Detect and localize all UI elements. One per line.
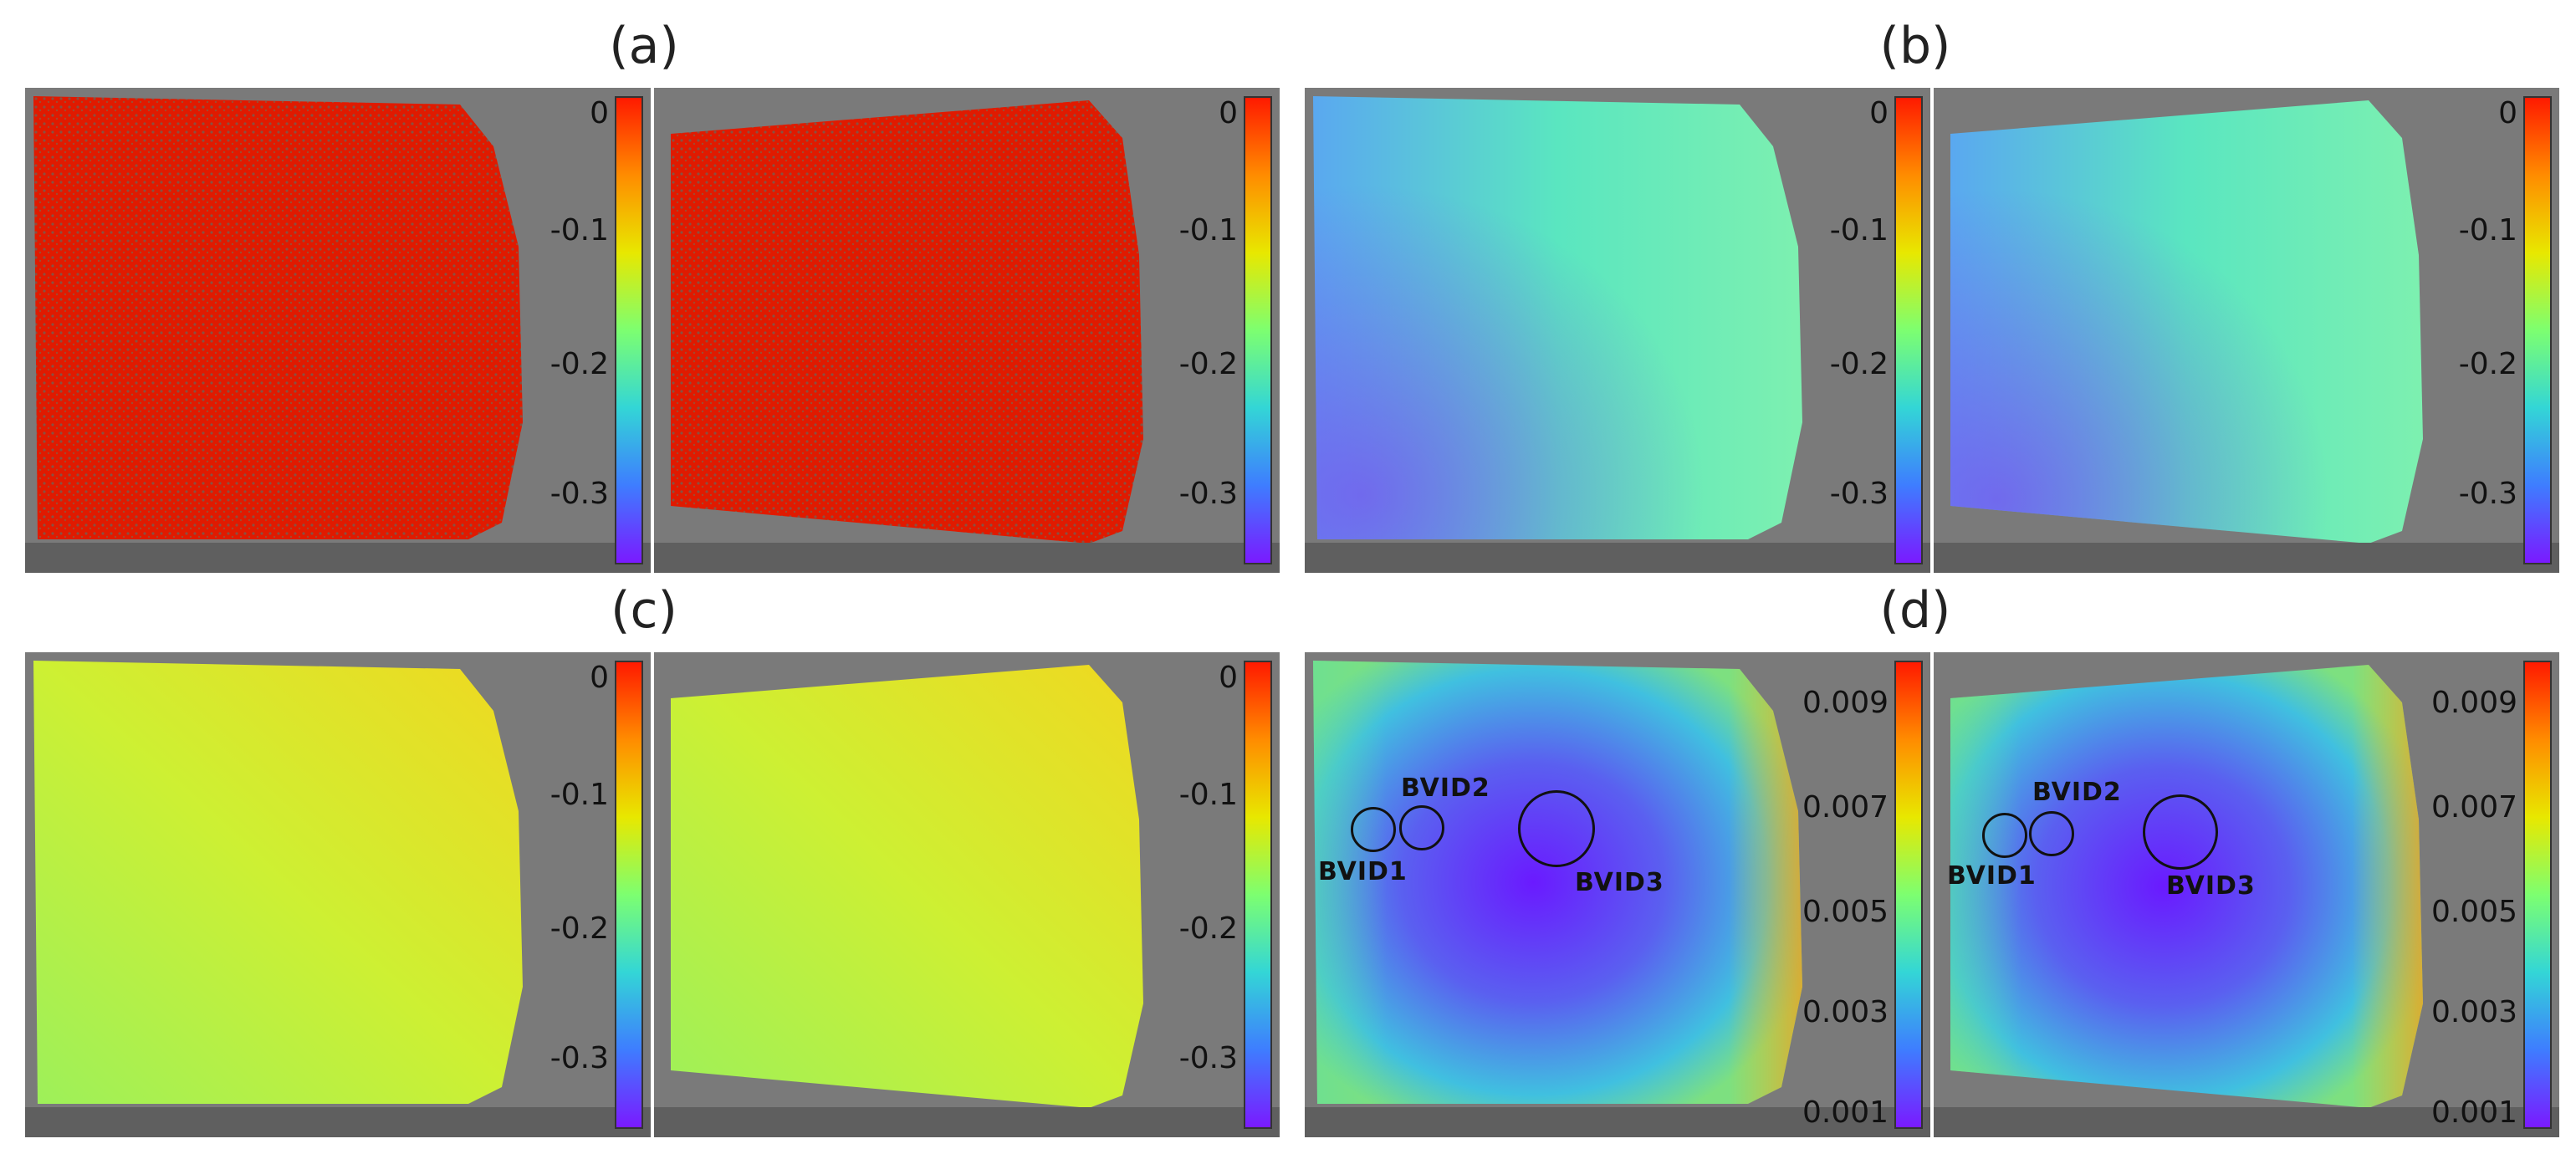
panel-c-right-tick-1: -0.1: [1178, 778, 1238, 812]
panel-c-right-colorbar: [1244, 661, 1272, 1129]
panel-b-left-floor: [1305, 543, 1930, 573]
bvid1-label: BVID1: [1947, 861, 2037, 891]
panel-a-left-tick-2: -0.2: [549, 347, 609, 381]
panel-b-right-tick-0: 0: [2498, 96, 2517, 130]
panel-label-c: (c): [611, 581, 677, 640]
panel-b-left-tick-1: -0.1: [1829, 213, 1889, 248]
bvid2-marker: [2029, 811, 2074, 856]
bvid1-label: BVID1: [1318, 857, 1408, 886]
panel-c-right-tick-0: 0: [1219, 661, 1238, 695]
panel-c-right-map: [671, 665, 1143, 1108]
bvid1-marker: [1351, 807, 1396, 852]
panel-d-right-tick-3: 0.003: [2430, 995, 2517, 1029]
panel-c-left-tick-2: -0.2: [549, 911, 609, 946]
panel-b-left-tick-3: -0.3: [1829, 477, 1889, 511]
panel-a-left-floor: [25, 543, 651, 573]
panel-b-left-view: 0 -0.1 -0.2 -0.3: [1305, 88, 1930, 573]
panel-c-left-map: [33, 661, 523, 1104]
panel-d-right-tick-4: 0.001: [2430, 1095, 2517, 1130]
panel-d-right-colorbar: [2523, 661, 2552, 1129]
panel-a-right-colorbar: [1244, 96, 1272, 564]
panel-d-left-map: [1313, 661, 1802, 1104]
panel-a-right-tick-0: 0: [1219, 96, 1238, 130]
panel-c-left-tick-3: -0.3: [549, 1041, 609, 1075]
panel-d-left-tick-4: 0.001: [1802, 1095, 1889, 1130]
panel-d-left-tick-1: 0.007: [1802, 790, 1889, 825]
bvid3-label: BVID3: [2166, 871, 2256, 901]
panel-b-right-view: 0 -0.1 -0.2 -0.3: [1934, 88, 2559, 573]
panel-c-right-tick-2: -0.2: [1178, 911, 1238, 946]
bvid2-label: BVID2: [2032, 778, 2122, 807]
panel-c-left-tick-0: 0: [590, 661, 609, 695]
panel-c-right-tick-3: -0.3: [1178, 1041, 1238, 1075]
panel-a-left-view: 0 -0.1 -0.2 -0.3: [25, 88, 651, 573]
panel-d-right-tick-0: 0.009: [2430, 686, 2517, 720]
panel-d-left-colorbar: [1894, 661, 1923, 1129]
panel-c-left-view: 0 -0.1 -0.2 -0.3: [25, 652, 651, 1137]
panel-c-left-floor: [25, 1107, 651, 1137]
bvid2-label: BVID2: [1401, 774, 1490, 803]
panel-b-left-tick-2: -0.2: [1829, 347, 1889, 381]
panel-d-right-map: [1950, 665, 2423, 1108]
panel-d-right-tick-2: 0.005: [2430, 895, 2517, 929]
panel-a-left-colorbar: [615, 96, 643, 564]
panel-a-left-tick-0: 0: [590, 96, 609, 130]
panel-b-left-map: [1313, 96, 1802, 539]
panel-c-right-floor: [654, 1107, 1280, 1137]
panel-b-right-tick-2: -0.2: [2458, 347, 2517, 381]
panel-a-right-tick-2: -0.2: [1178, 347, 1238, 381]
bvid1-marker: [1982, 813, 2027, 858]
panel-d-left-tick-2: 0.005: [1802, 895, 1889, 929]
panel-b-right-tick-3: -0.3: [2458, 477, 2517, 511]
panel-b-left-tick-0: 0: [1869, 96, 1889, 130]
panel-d-left-floor: [1305, 1107, 1930, 1137]
panel-a-left-tick-3: -0.3: [549, 477, 609, 511]
panel-a-right-view: 0 -0.1 -0.2 -0.3: [654, 88, 1280, 573]
bvid2-marker: [1399, 805, 1444, 850]
panel-b-right-tick-1: -0.1: [2458, 213, 2517, 248]
panel-d-right-tick-1: 0.007: [2430, 790, 2517, 825]
panel-d-left-view: 0.009 0.007 0.005 0.003 0.001 BVID1 BVID…: [1305, 652, 1930, 1137]
panel-d-left-tick-3: 0.003: [1802, 995, 1889, 1029]
bvid3-marker: [2143, 794, 2218, 870]
panel-b-right-floor: [1934, 543, 2559, 573]
panel-b-right-colorbar: [2523, 96, 2552, 564]
panel-b-right-map: [1950, 100, 2423, 544]
panel-a-right-map: [671, 100, 1143, 544]
panel-b-left-colorbar: [1894, 96, 1923, 564]
panel-c-left-tick-1: -0.1: [549, 778, 609, 812]
panel-c-right-view: 0 -0.1 -0.2 -0.3: [654, 652, 1280, 1137]
panel-a-right-tick-3: -0.3: [1178, 477, 1238, 511]
panel-a-left-tick-1: -0.1: [549, 213, 609, 248]
bvid3-marker: [1518, 790, 1595, 867]
panel-a-left-map: [33, 96, 523, 539]
panel-d-right-view: 0.009 0.007 0.005 0.003 0.001 BVID1 BVID…: [1934, 652, 2559, 1137]
panel-d-right-floor: [1934, 1107, 2559, 1137]
panel-label-b: (b): [1879, 17, 1951, 75]
panel-c-left-colorbar: [615, 661, 643, 1129]
bvid3-label: BVID3: [1575, 868, 1664, 897]
panel-d-left-tick-0: 0.009: [1802, 686, 1889, 720]
panel-a-right-tick-1: -0.1: [1178, 213, 1238, 248]
panel-label-a: (a): [609, 17, 679, 75]
panel-a-right-floor: [654, 543, 1280, 573]
panel-label-d: (d): [1879, 581, 1951, 640]
